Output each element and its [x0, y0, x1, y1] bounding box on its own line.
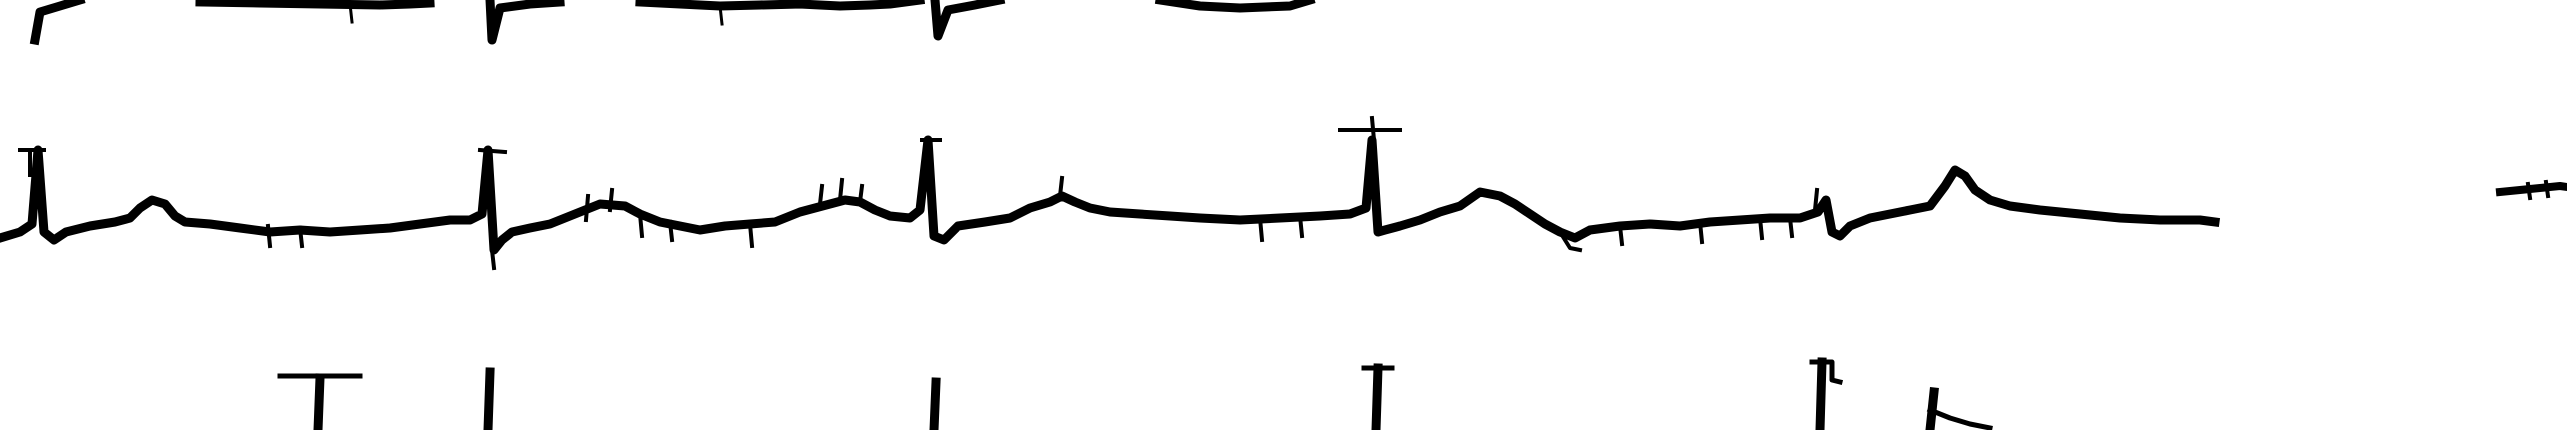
top-lead-trace — [29, 0, 1316, 46]
bottom-lead-trace — [277, 357, 1993, 430]
middle-lead-trace — [0, 115, 2221, 271]
right-edge-fragment — [2495, 179, 2567, 201]
